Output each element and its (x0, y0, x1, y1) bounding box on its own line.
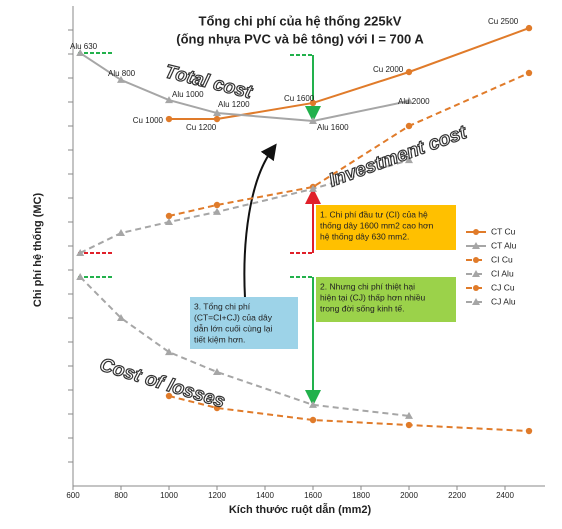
legend-marker (472, 270, 480, 277)
x-tick-label: 1200 (208, 491, 226, 500)
point (405, 411, 413, 419)
point-label: Alu 2000 (398, 97, 430, 106)
note-text: dẫn lớn cuối cùng lại (194, 323, 272, 333)
point (165, 115, 173, 123)
point (76, 272, 85, 280)
point (213, 404, 221, 412)
point-label: Alu 1600 (317, 123, 349, 132)
point (213, 115, 221, 123)
chart-title: (ống nhựa PVC và bê tông) với I = 700 A (176, 31, 424, 46)
point (525, 24, 533, 32)
note-box (190, 297, 298, 349)
point-label: Alu 630 (70, 42, 98, 51)
note-text: tiết kiệm hơn. (194, 334, 245, 344)
point-label: Cu 1200 (186, 123, 217, 132)
point (165, 392, 173, 400)
x-tick-label: 800 (114, 491, 128, 500)
point (405, 97, 413, 105)
legend-marker (473, 229, 479, 235)
series-line (168, 395, 530, 433)
point (525, 69, 533, 77)
point (117, 75, 125, 83)
x-tick-label: 2200 (448, 491, 466, 500)
x-tick-label: 1800 (352, 491, 370, 500)
series-line (168, 72, 530, 217)
x-tick-label: 600 (66, 491, 80, 500)
x-tick-label: 1000 (160, 491, 178, 500)
legend-label: CJ Cu (491, 282, 515, 292)
y-axis-label: Chi phí hệ thống (MC) (32, 193, 44, 308)
point (309, 99, 317, 107)
series-line (79, 52, 410, 122)
legend-label: CI Cu (491, 254, 513, 264)
arrow (243, 143, 277, 299)
point (165, 212, 173, 220)
point (309, 184, 317, 192)
point (165, 96, 173, 104)
point-label: Alu 800 (108, 69, 136, 78)
chart-title: Tổng chi phí của hệ thống 225kV (199, 13, 402, 28)
point (309, 400, 317, 408)
point (213, 201, 221, 209)
point (76, 248, 85, 256)
legend-label: CI Alu (491, 268, 514, 278)
point (213, 109, 221, 117)
note-box (316, 277, 456, 322)
point-label: Alu 1200 (218, 100, 250, 109)
point (309, 416, 317, 424)
note-text: thống dây 1600 mm2 cao hơn (320, 220, 434, 230)
legend-label: CJ Alu (491, 296, 516, 306)
note-text: (CT=CI+CJ) của dây (194, 312, 273, 322)
note-text: hệ thống dây 630 mm2. (320, 231, 409, 241)
legend-marker (473, 257, 479, 263)
point (76, 49, 85, 57)
point (405, 156, 413, 164)
note-text: 2. Nhưng chi phí thiệt hại (320, 281, 415, 291)
point (405, 122, 413, 130)
legend-label: CT Alu (491, 240, 517, 250)
x-tick-label: 2000 (400, 491, 418, 500)
point (405, 68, 413, 76)
point (117, 314, 125, 321)
legend-marker (472, 298, 480, 305)
note-text: 3. Tổng chi phí (194, 301, 251, 311)
point (165, 348, 173, 356)
note-box (316, 205, 456, 250)
point (213, 207, 221, 215)
point-label: Alu 1000 (172, 90, 204, 99)
legend-label: CT Cu (491, 226, 516, 236)
point-label: Cu 2000 (373, 65, 404, 74)
note-text: trong đời sống kinh tế. (320, 303, 405, 313)
x-tick-label: 1600 (304, 491, 322, 500)
point (405, 421, 413, 429)
point-label: Cu 1000 (133, 116, 164, 125)
point (117, 229, 125, 237)
point (309, 116, 317, 124)
note-text: hiện tại (CJ) thấp hơn nhiều (320, 292, 426, 302)
point (165, 218, 173, 225)
x-axis-label: Kích thước ruột dẫn (mm2) (229, 503, 372, 516)
legend-marker (472, 242, 480, 249)
x-tick-label: 1400 (256, 491, 274, 500)
note-text: 1. Chi phí đầu tư (CI) của hệ (320, 209, 428, 219)
point-label: Cu 2500 (488, 17, 519, 26)
point (213, 368, 221, 375)
point (525, 427, 533, 435)
series-line (79, 276, 410, 417)
point-label: Cu 1600 (284, 94, 315, 103)
legend-marker (473, 285, 479, 291)
x-tick-label: 2400 (496, 491, 514, 500)
